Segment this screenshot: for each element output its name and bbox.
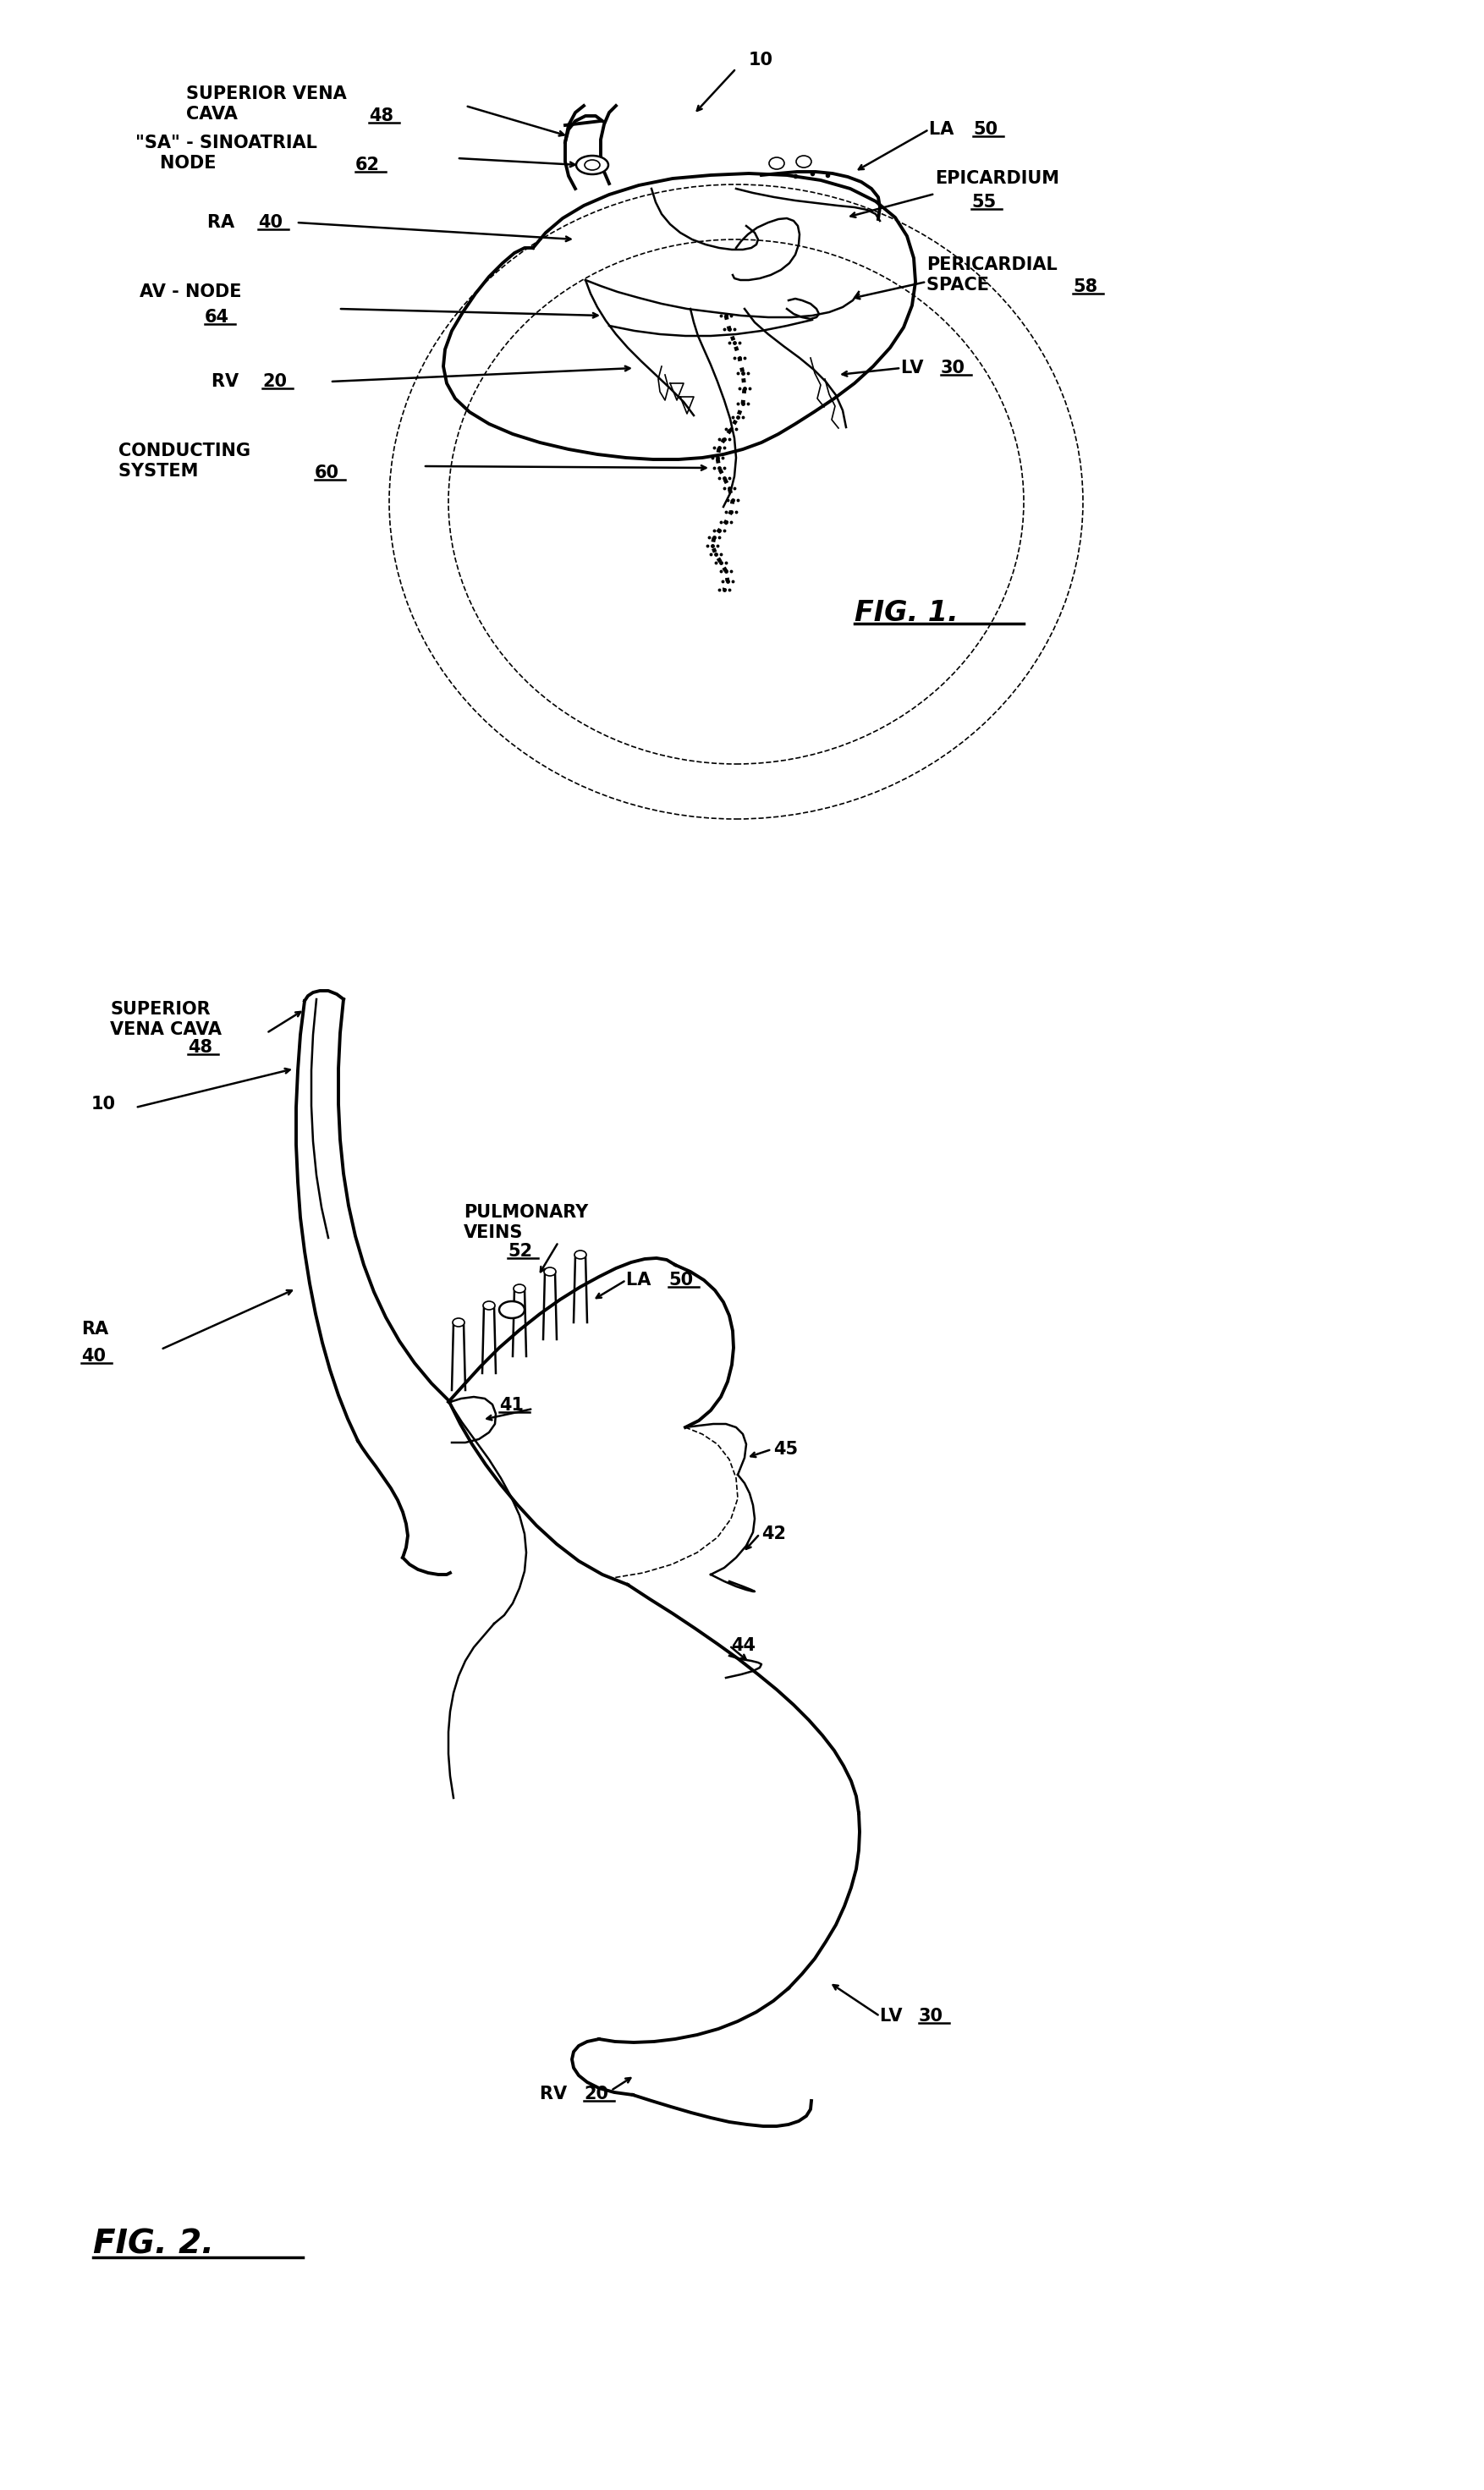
Text: 20: 20 [583,2087,608,2102]
Text: EPICARDIUM: EPICARDIUM [935,169,1060,207]
Text: RV: RV [212,374,245,391]
Ellipse shape [574,1250,586,1260]
Text: PERICARDIAL
SPACE: PERICARDIAL SPACE [926,256,1058,294]
Text: 20: 20 [263,374,286,391]
Ellipse shape [585,159,600,169]
Text: RV: RV [540,2087,573,2102]
Text: LV: LV [901,359,929,376]
Ellipse shape [484,1302,496,1310]
Text: LV: LV [880,2007,908,2024]
Text: 55: 55 [972,194,996,212]
Text: CONDUCTING
SYSTEM: CONDUCTING SYSTEM [119,443,251,481]
Text: LA: LA [929,122,960,137]
Text: 10: 10 [92,1096,116,1113]
Text: SUPERIOR
VENA CAVA: SUPERIOR VENA CAVA [110,1001,221,1038]
Ellipse shape [795,157,812,167]
Text: 48: 48 [370,107,393,125]
Text: 42: 42 [761,1526,787,1541]
Text: 45: 45 [773,1442,798,1457]
Text: 30: 30 [941,359,966,376]
Text: 64: 64 [205,309,230,326]
Text: LA: LA [626,1272,657,1287]
Ellipse shape [453,1317,464,1327]
Text: 50: 50 [668,1272,693,1287]
Text: 10: 10 [749,52,773,70]
Text: RA: RA [208,214,240,232]
Text: 40: 40 [258,214,282,232]
Text: RA: RA [82,1322,108,1357]
Text: 58: 58 [1073,279,1098,296]
Text: 50: 50 [974,122,997,137]
Text: 52: 52 [508,1243,533,1260]
Ellipse shape [513,1285,525,1292]
Text: 48: 48 [188,1038,212,1056]
Ellipse shape [499,1302,524,1317]
Text: 30: 30 [919,2007,944,2024]
Text: "SA" - SINOATRIAL
    NODE: "SA" - SINOATRIAL NODE [135,134,318,172]
Text: FIG. 2.: FIG. 2. [93,2229,214,2261]
Text: AV - NODE: AV - NODE [139,284,242,321]
Ellipse shape [576,157,608,174]
Ellipse shape [769,157,785,169]
Ellipse shape [545,1267,556,1275]
Text: 60: 60 [315,466,340,481]
Text: 44: 44 [732,1636,755,1653]
Text: PULMONARY
VEINS: PULMONARY VEINS [463,1205,588,1240]
Text: FIG. 1.: FIG. 1. [855,600,959,627]
Text: 62: 62 [355,157,380,174]
Text: 40: 40 [82,1347,105,1365]
Text: SUPERIOR VENA
CAVA: SUPERIOR VENA CAVA [186,85,347,122]
Text: 41: 41 [499,1397,524,1414]
